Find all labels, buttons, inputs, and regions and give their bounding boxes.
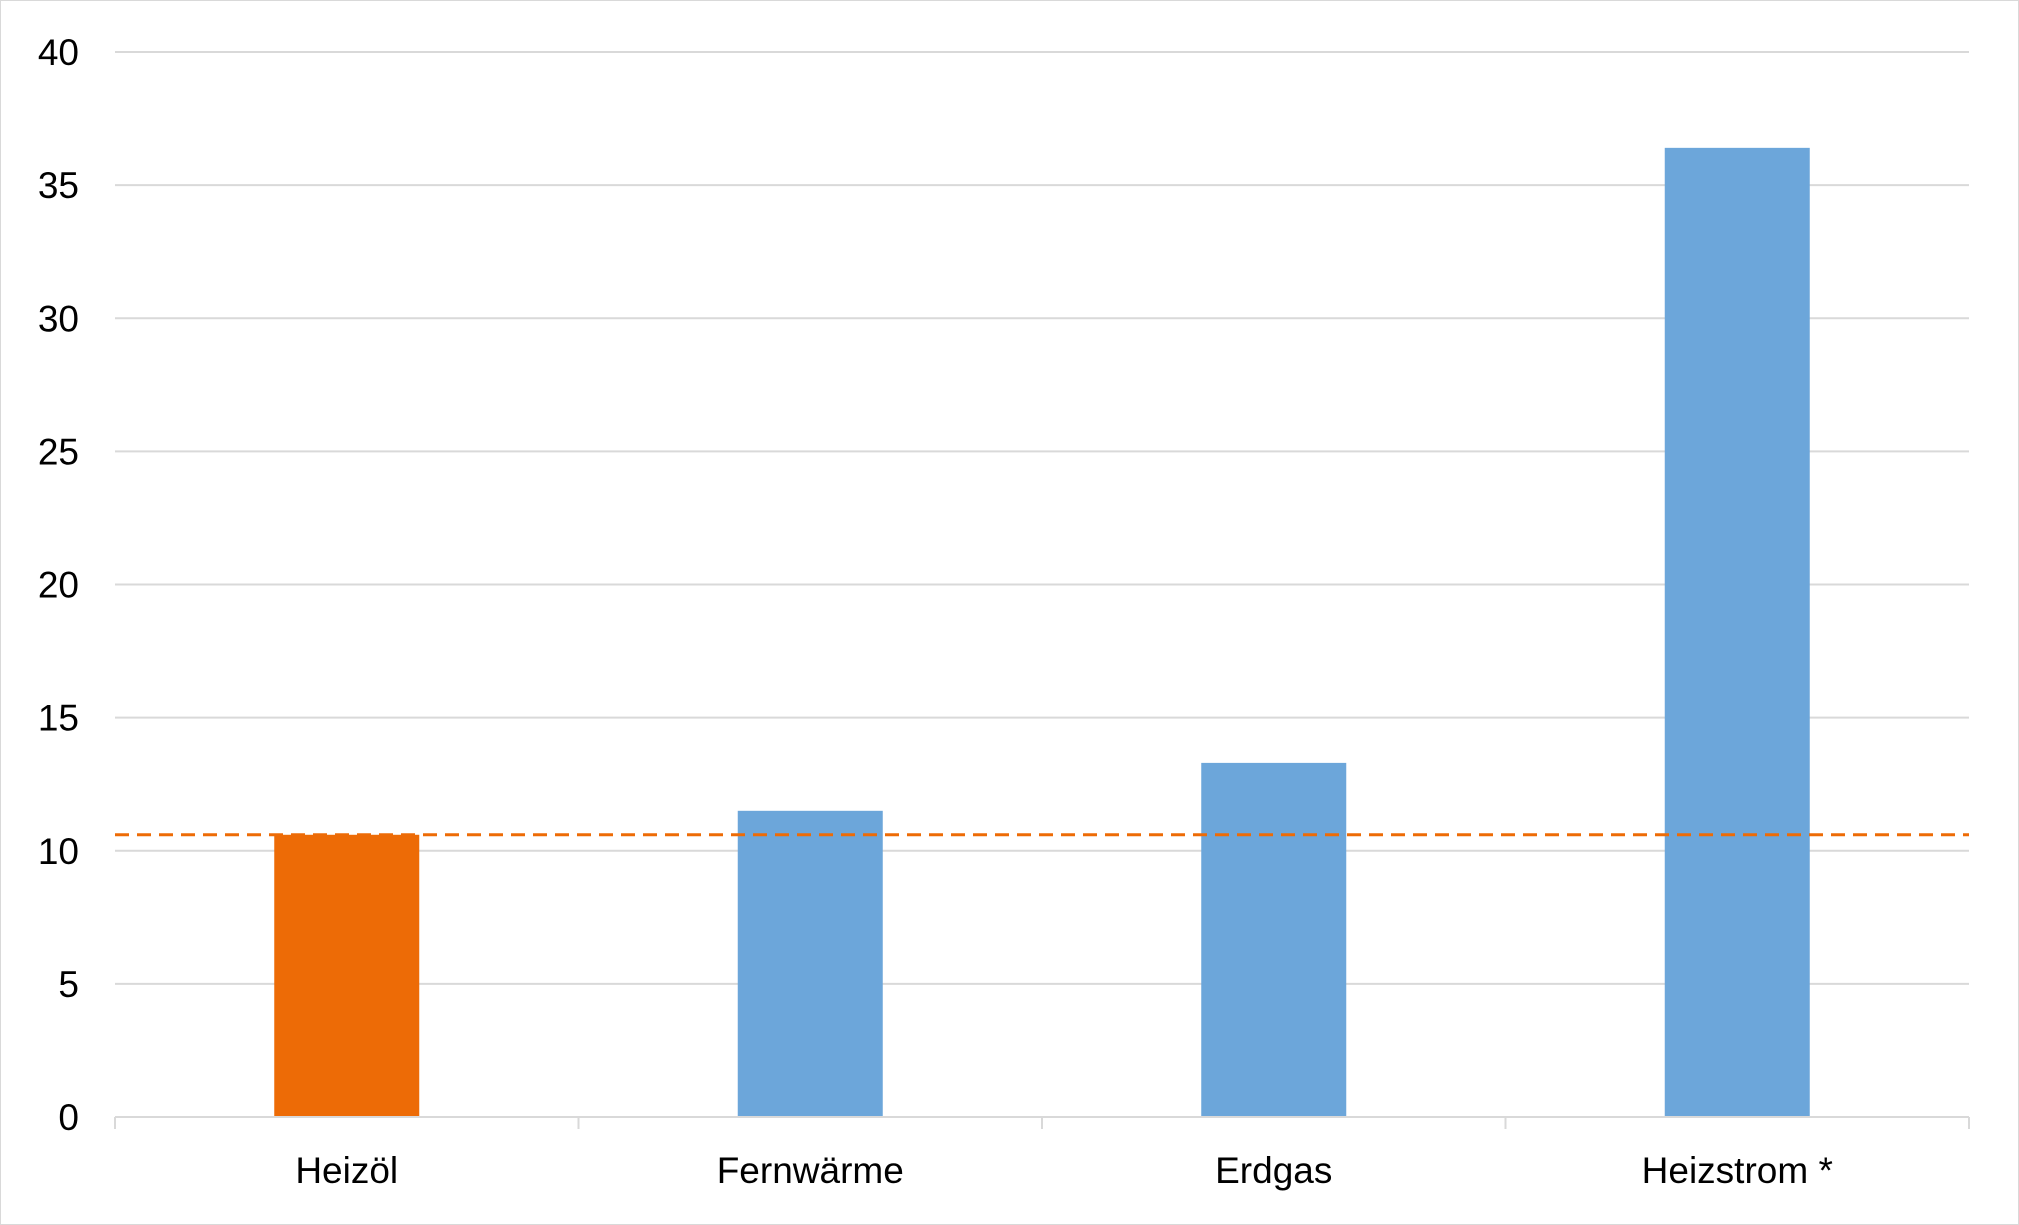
- x-tick-label: Fernwärme: [717, 1150, 904, 1191]
- bar: [1201, 762, 1347, 1117]
- y-tick-labels: 0 5 10 15 20 25 30 35 40: [38, 32, 79, 1138]
- y-tick-label: 30: [38, 298, 79, 339]
- y-tick-label: 40: [38, 32, 79, 73]
- y-tick-label: 0: [58, 1097, 79, 1138]
- bar: [1664, 147, 1810, 1118]
- y-tick-label: 25: [38, 431, 79, 472]
- x-tick-label: Erdgas: [1215, 1150, 1332, 1191]
- x-axis: [114, 1116, 1970, 1129]
- y-tick-label: 20: [38, 565, 79, 606]
- bars: [274, 147, 1810, 1118]
- x-tick-label: Heizöl: [295, 1150, 398, 1191]
- y-tick-label: 35: [38, 165, 79, 206]
- x-tick-labels: Heizöl Fernwärme Erdgas Heizstrom *: [295, 1150, 1833, 1191]
- x-tick-label: Heizstrom *: [1642, 1150, 1833, 1191]
- y-tick-label: 5: [58, 964, 79, 1005]
- bar: [737, 810, 883, 1117]
- bar: [274, 834, 420, 1117]
- gridlines: [115, 51, 1969, 985]
- y-tick-label: 10: [38, 831, 79, 872]
- y-tick-label: 15: [38, 698, 79, 739]
